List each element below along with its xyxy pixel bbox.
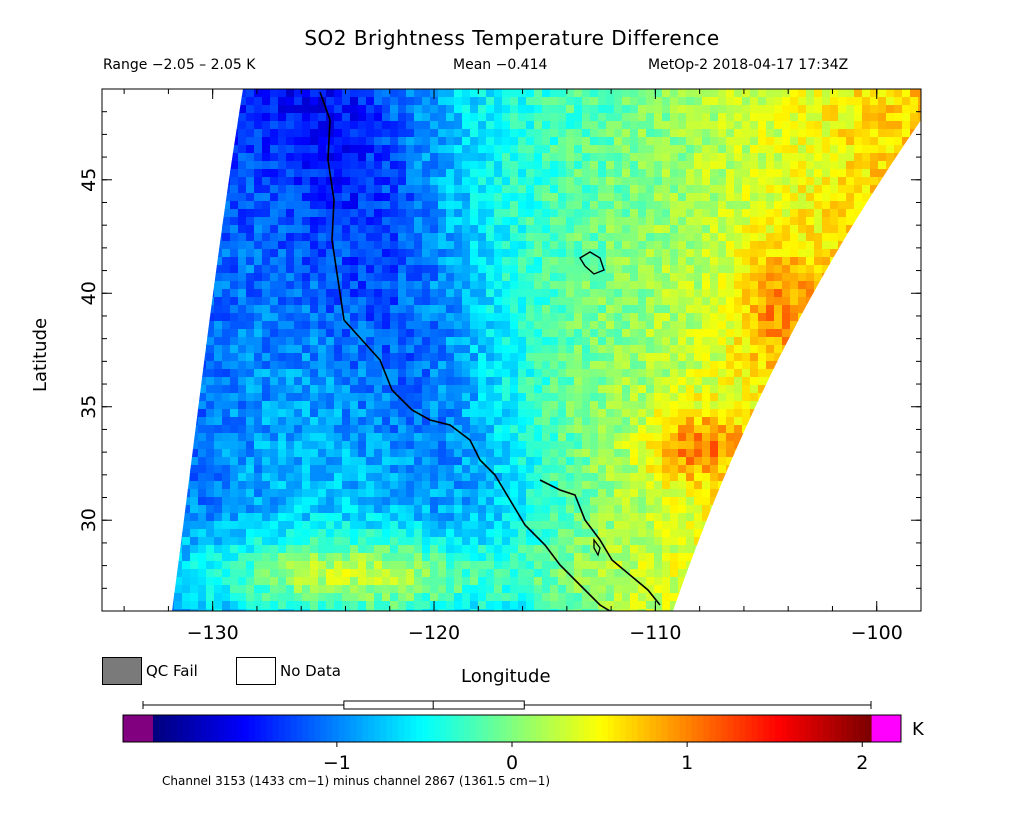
no-data-label: No Data xyxy=(280,662,341,680)
plot-frame xyxy=(101,88,922,612)
x-tick-label: −110 xyxy=(629,622,681,644)
island-outline xyxy=(593,538,601,557)
y-tick-label: 30 xyxy=(78,508,100,532)
colorbar-tick-label: 0 xyxy=(506,752,518,774)
range-label: Range −2.05 – 2.05 K xyxy=(103,57,256,73)
colorbar-tick-label: 1 xyxy=(681,752,693,774)
colorbar-unit: K xyxy=(912,719,924,740)
qc-fail-label: QC Fail xyxy=(146,662,198,680)
qc-fail-swatch xyxy=(102,657,142,685)
channel-footnote: Channel 3153 (1433 cm−1) minus channel 2… xyxy=(162,774,551,788)
no-data-swatch xyxy=(236,657,276,685)
plot-title: SO2 Brightness Temperature Difference xyxy=(304,26,720,50)
colorbar-under xyxy=(123,715,153,742)
y-tick-label: 35 xyxy=(78,395,100,419)
lake-outline xyxy=(579,251,605,275)
x-tick-label: −130 xyxy=(187,622,239,644)
colorbar-tick-label: 2 xyxy=(856,752,868,774)
y-axis-label: Latitude xyxy=(30,317,51,392)
colorbar-over xyxy=(871,715,901,742)
y-tick-label: 45 xyxy=(78,168,100,192)
x-tick-label: −100 xyxy=(851,622,903,644)
x-tick-label: −120 xyxy=(408,622,460,644)
satellite-time-label: MetOp-2 2018-04-17 17:34Z xyxy=(648,57,849,73)
coastline xyxy=(319,91,661,611)
y-tick-label: 40 xyxy=(78,281,100,305)
colorbar xyxy=(153,715,872,742)
x-axis-label: Longitude xyxy=(461,666,551,687)
distribution-boxplot xyxy=(142,700,872,710)
mean-label: Mean −0.414 xyxy=(453,57,548,73)
colorbar-tick-label: −1 xyxy=(323,752,351,774)
